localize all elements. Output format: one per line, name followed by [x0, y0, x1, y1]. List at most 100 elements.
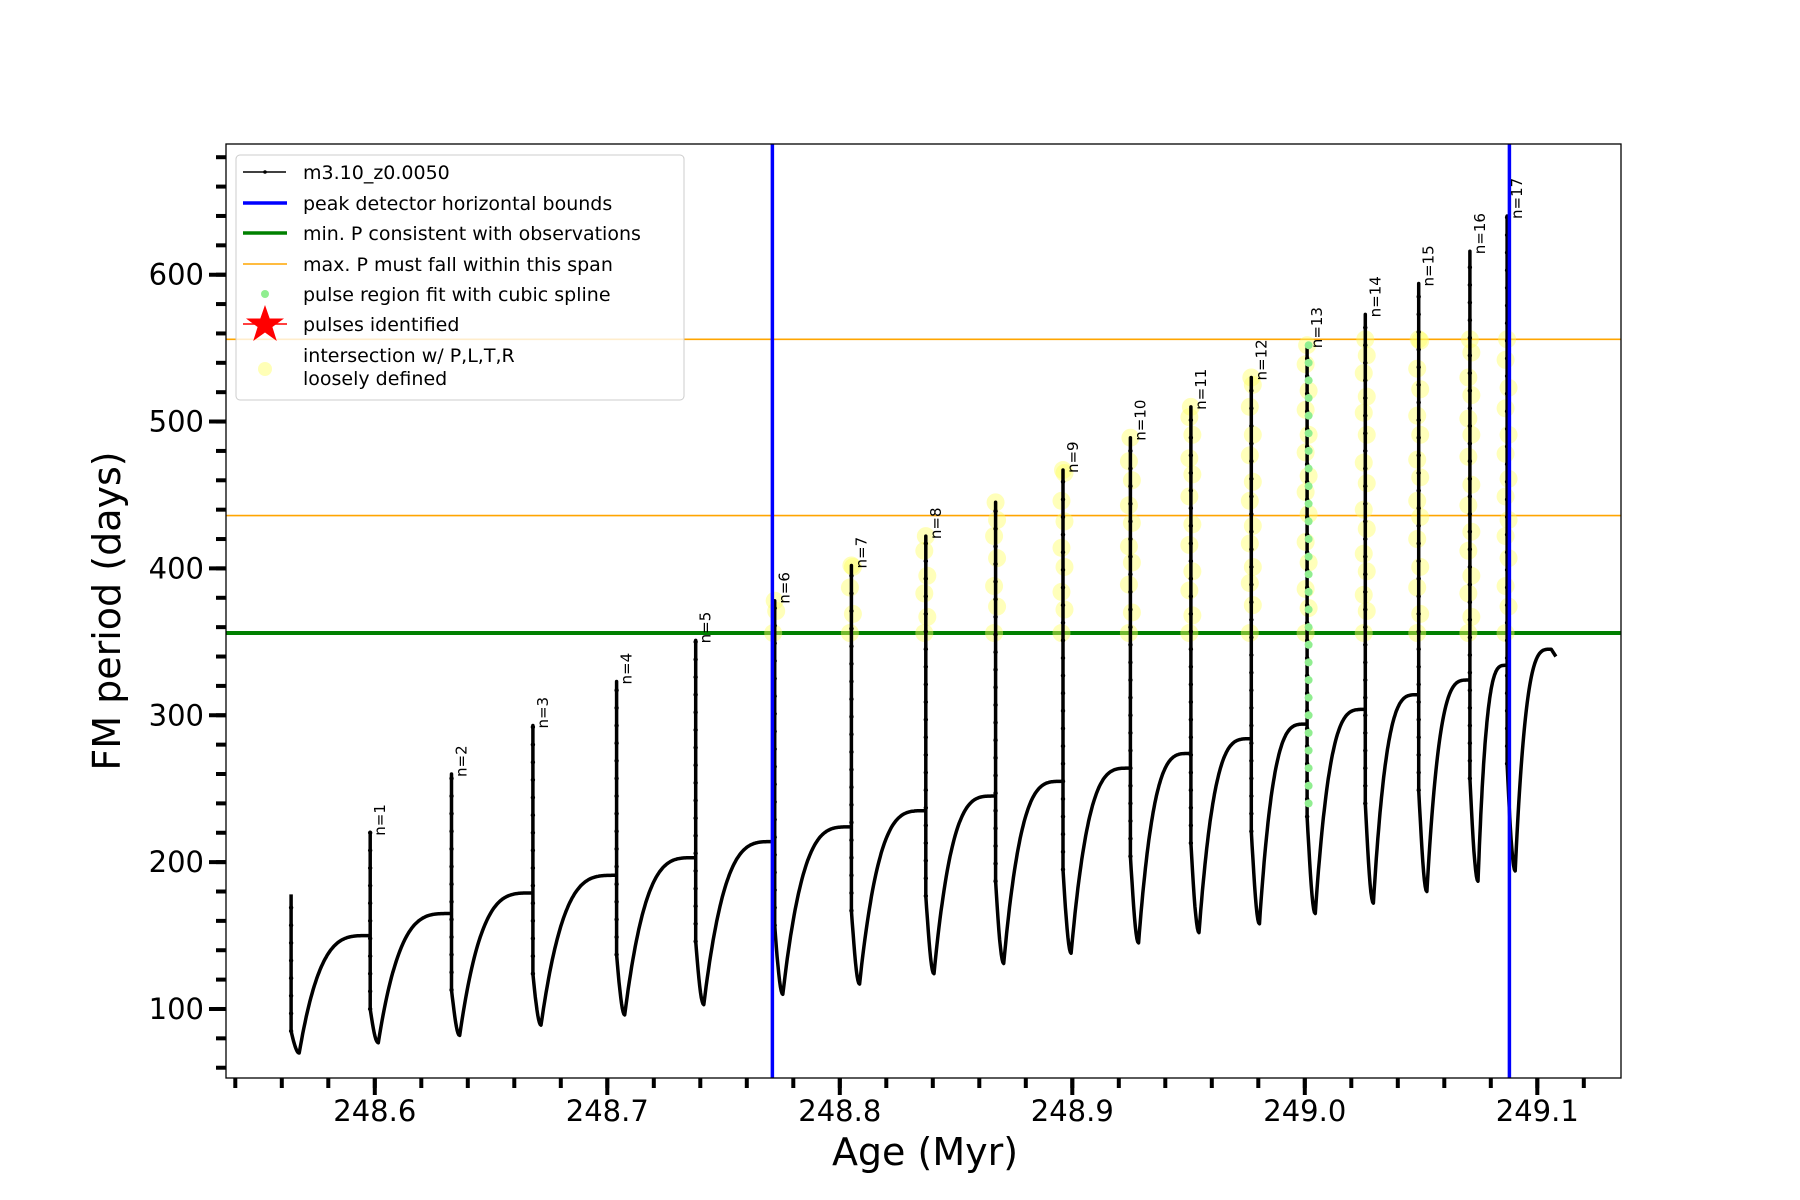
- series-marker: [1249, 758, 1254, 763]
- series-marker: [1363, 325, 1368, 330]
- series-marker: [449, 899, 454, 904]
- series-marker: [367, 936, 373, 941]
- series-marker: [614, 934, 619, 940]
- series-marker: [367, 1006, 373, 1012]
- series-marker: [1128, 572, 1133, 577]
- series-marker: [693, 780, 698, 786]
- series-marker: [849, 679, 854, 684]
- series-marker: [993, 861, 998, 866]
- series-marker: [530, 865, 536, 871]
- series-marker: [1416, 611, 1421, 617]
- peak-detector-bounds: [770, 144, 1512, 1078]
- pulse-label: n=4: [618, 653, 636, 685]
- axes-frame: [225, 143, 1622, 1079]
- series-marker: [1363, 431, 1368, 436]
- series-marker: [449, 829, 454, 834]
- pulse-label: n=14: [1366, 276, 1384, 317]
- series-marker: [993, 579, 998, 584]
- series-marker: [1060, 832, 1066, 837]
- series-marker: [993, 808, 998, 813]
- series-marker: [923, 770, 929, 775]
- series-marker: [449, 934, 454, 940]
- x-tick-label: 248.6: [333, 1094, 416, 1128]
- series-marker: [849, 591, 854, 596]
- series-marker: [1416, 382, 1421, 388]
- series-marker: [923, 646, 929, 652]
- series-marker: [693, 727, 698, 733]
- series-marker: [1467, 423, 1473, 429]
- series-marker: [367, 953, 373, 959]
- series-marker: [1128, 642, 1133, 647]
- pulse-label: n=1: [371, 804, 389, 836]
- legend-item-loosely-defined: intersection w/ P,L,T,R loosely defined: [258, 345, 515, 390]
- series-marker: [923, 876, 929, 881]
- series-marker: [1363, 589, 1368, 595]
- series-marker: [1128, 501, 1133, 506]
- series-marker: [923, 611, 929, 617]
- spline-fit-marker: [1304, 429, 1313, 438]
- series-marker: [614, 705, 619, 711]
- series-marker: [1188, 840, 1194, 846]
- series-marker: [367, 971, 373, 976]
- series-marker: [1249, 529, 1254, 534]
- series-marker: [449, 846, 454, 852]
- series-marker: [849, 732, 854, 737]
- series-marker: [1060, 849, 1066, 855]
- legend-label: pulses identified: [303, 314, 459, 336]
- series-marker: [849, 802, 854, 808]
- spline-fit-marker: [1304, 517, 1313, 526]
- series-marker: [367, 989, 373, 994]
- series-marker: [1128, 748, 1133, 753]
- series-marker: [614, 793, 619, 799]
- series-marker: [849, 714, 854, 719]
- pulse-label: n=8: [927, 507, 945, 539]
- y-axis-label: FM period (days): [85, 451, 129, 770]
- series-marker: [1188, 770, 1194, 775]
- series-marker: [1467, 758, 1473, 763]
- series-marker: [614, 776, 619, 781]
- series-marker: [923, 805, 929, 810]
- series-marker: [1467, 705, 1473, 711]
- spline-fit-marker: [1304, 764, 1313, 773]
- series-marker: [1060, 479, 1066, 484]
- series-marker: [923, 858, 929, 863]
- pulse-labels: n=1 n=2 n=3 n=4 n=5 n=6 n=7 n=8 n=9 n=10 n=11 n=12 n…: [371, 178, 1526, 836]
- series-marker: [614, 829, 619, 834]
- x-tick-label: 248.8: [798, 1094, 881, 1128]
- pulse-label: n=16: [1471, 213, 1489, 254]
- series-marker: [693, 798, 698, 803]
- series-marker: [993, 632, 998, 637]
- series-marker: [1188, 646, 1194, 652]
- series-marker: [1416, 594, 1421, 599]
- series-marker: [849, 873, 854, 878]
- series-marker: [367, 883, 373, 888]
- series-marker: [993, 614, 998, 620]
- series-marker: [1128, 483, 1133, 489]
- series-marker: [1363, 466, 1368, 471]
- series-marker: [993, 544, 998, 549]
- series-marker: [1128, 448, 1133, 454]
- series-marker: [923, 594, 929, 599]
- spline-fit-marker: [1304, 605, 1313, 614]
- series-marker: [1363, 483, 1368, 489]
- series-marker: [614, 688, 619, 693]
- legend-item-min-p: min. P consistent with observations: [243, 223, 641, 245]
- series-marker: [614, 811, 619, 816]
- y-tick-label: 500: [149, 405, 204, 439]
- legend-label: min. P consistent with observations: [303, 223, 641, 245]
- series-marker: [1467, 282, 1473, 288]
- spline-fit-marker: [1304, 623, 1313, 632]
- series-marker: [693, 710, 698, 715]
- series-marker: [1249, 793, 1254, 799]
- series-marker: [1249, 670, 1254, 675]
- series-marker: [1060, 514, 1066, 520]
- spline-fit-marker: [1304, 676, 1313, 685]
- series-marker: [1467, 459, 1473, 464]
- series-marker: [849, 767, 854, 772]
- y-tick-label: 200: [149, 845, 204, 879]
- spline-fit-markers: [1304, 341, 1313, 808]
- series-marker: [1128, 713, 1133, 718]
- series-marker: [1467, 740, 1473, 746]
- series-marker: [693, 939, 698, 944]
- series-marker: [1128, 818, 1133, 824]
